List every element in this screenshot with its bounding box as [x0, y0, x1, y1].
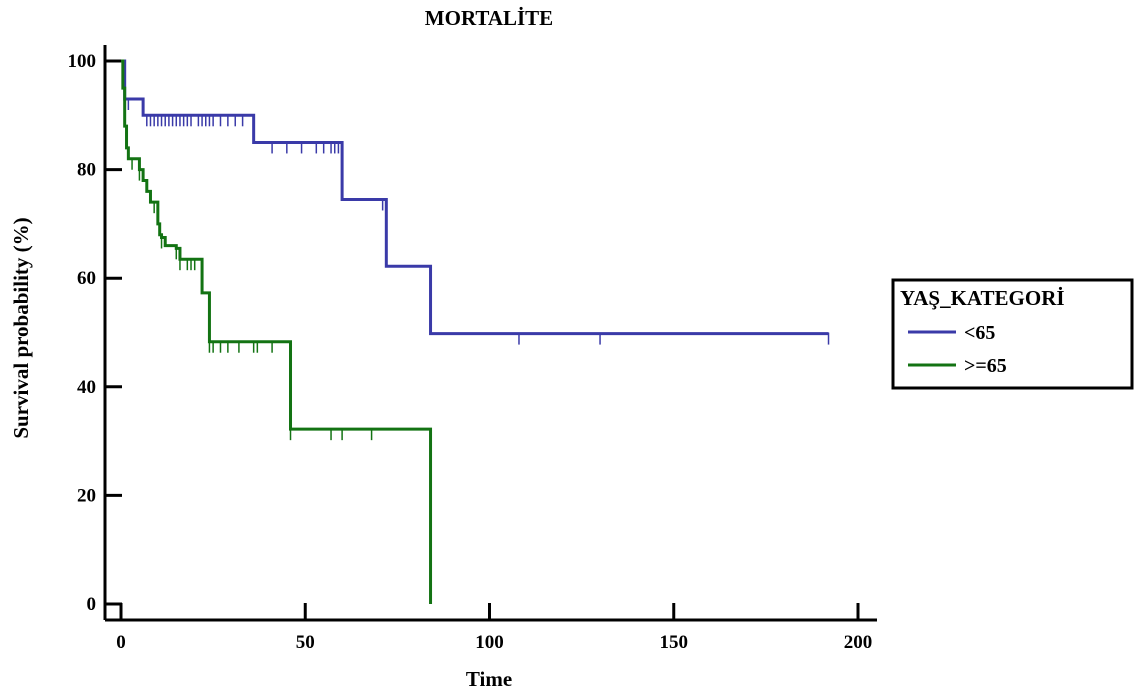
x-axis-label: Time [466, 667, 512, 691]
x-tick-label: 100 [475, 632, 504, 653]
y-tick-label: 100 [68, 51, 97, 72]
survival-curve [121, 59, 433, 604]
legend-label-65-plus: >=65 [964, 355, 1007, 377]
x-tick-label: 150 [660, 632, 689, 653]
x-tick-label: 0 [116, 632, 126, 653]
y-ticks: 0 20 40 60 80 100 [68, 51, 122, 615]
series-layer [121, 59, 830, 604]
legend-title: YAŞ_KATEGORİ [900, 286, 1065, 310]
y-tick-label: 0 [87, 594, 97, 615]
series-0 [121, 59, 830, 345]
y-tick-label: 40 [77, 377, 96, 398]
chart-title: MORTALİTE [425, 6, 553, 30]
series-1 [121, 59, 433, 604]
y-axis-label: Survival probability (%) [9, 217, 33, 438]
legend-box [891, 278, 1134, 390]
x-tick-label: 200 [844, 632, 873, 653]
legend: YAŞ_KATEGORİ <65 >=65 [891, 278, 1134, 390]
y-tick-label: 60 [77, 268, 96, 289]
x-tick-label: 50 [296, 632, 315, 653]
x-ticks: 0 50 100 150 200 [116, 603, 872, 653]
survival-curve [121, 59, 829, 336]
y-tick-label: 80 [77, 160, 96, 181]
y-tick-label: 20 [77, 485, 96, 506]
legend-label-under-65: <65 [964, 322, 995, 344]
